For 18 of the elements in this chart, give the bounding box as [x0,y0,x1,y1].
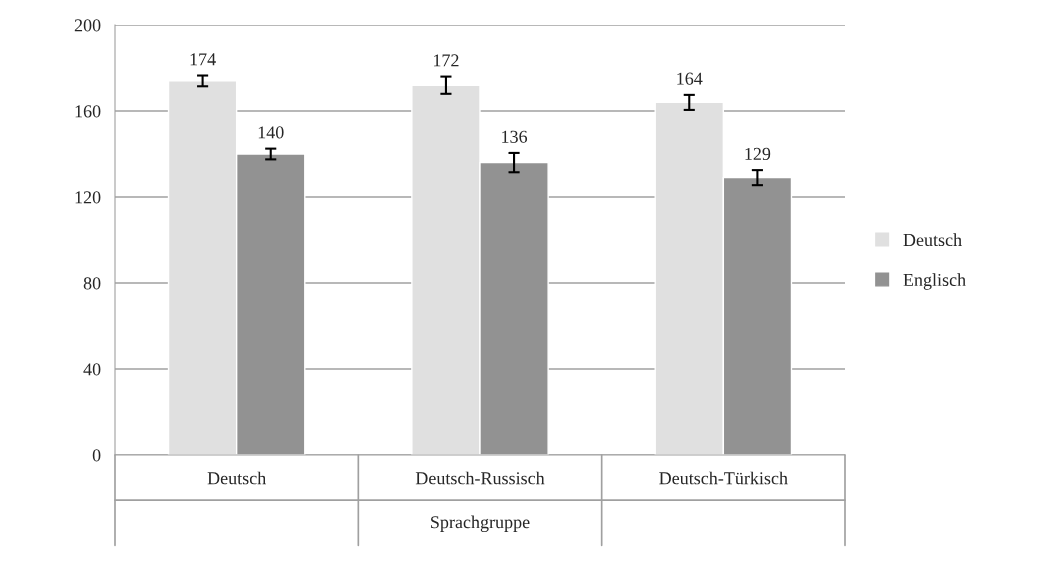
data-label: 136 [502,130,528,143]
x-tick-label: Deutsch-Russisch [415,471,545,485]
x-tick-label: Deutsch [207,471,267,485]
legend-label: Deutsch [903,233,962,247]
data-label: 164 [677,72,703,85]
data-label: 140 [258,126,284,139]
y-tick-label: 160 [75,105,101,118]
data-label: 129 [745,147,771,161]
y-tick-label: 120 [75,191,101,204]
y-tick-label: 200 [74,19,101,32]
x-axis-title: Sprachgruppe [431,515,530,533]
legend-label: Englisch [903,273,966,290]
data-label: 174 [190,53,216,66]
data-label: 172 [433,54,459,67]
x-tick-label: Deutsch-Türkisch [659,471,788,485]
y-tick-label: 80 [83,277,101,290]
y-tick-label: 0 [92,449,101,462]
y-tick-label: 40 [83,363,101,376]
